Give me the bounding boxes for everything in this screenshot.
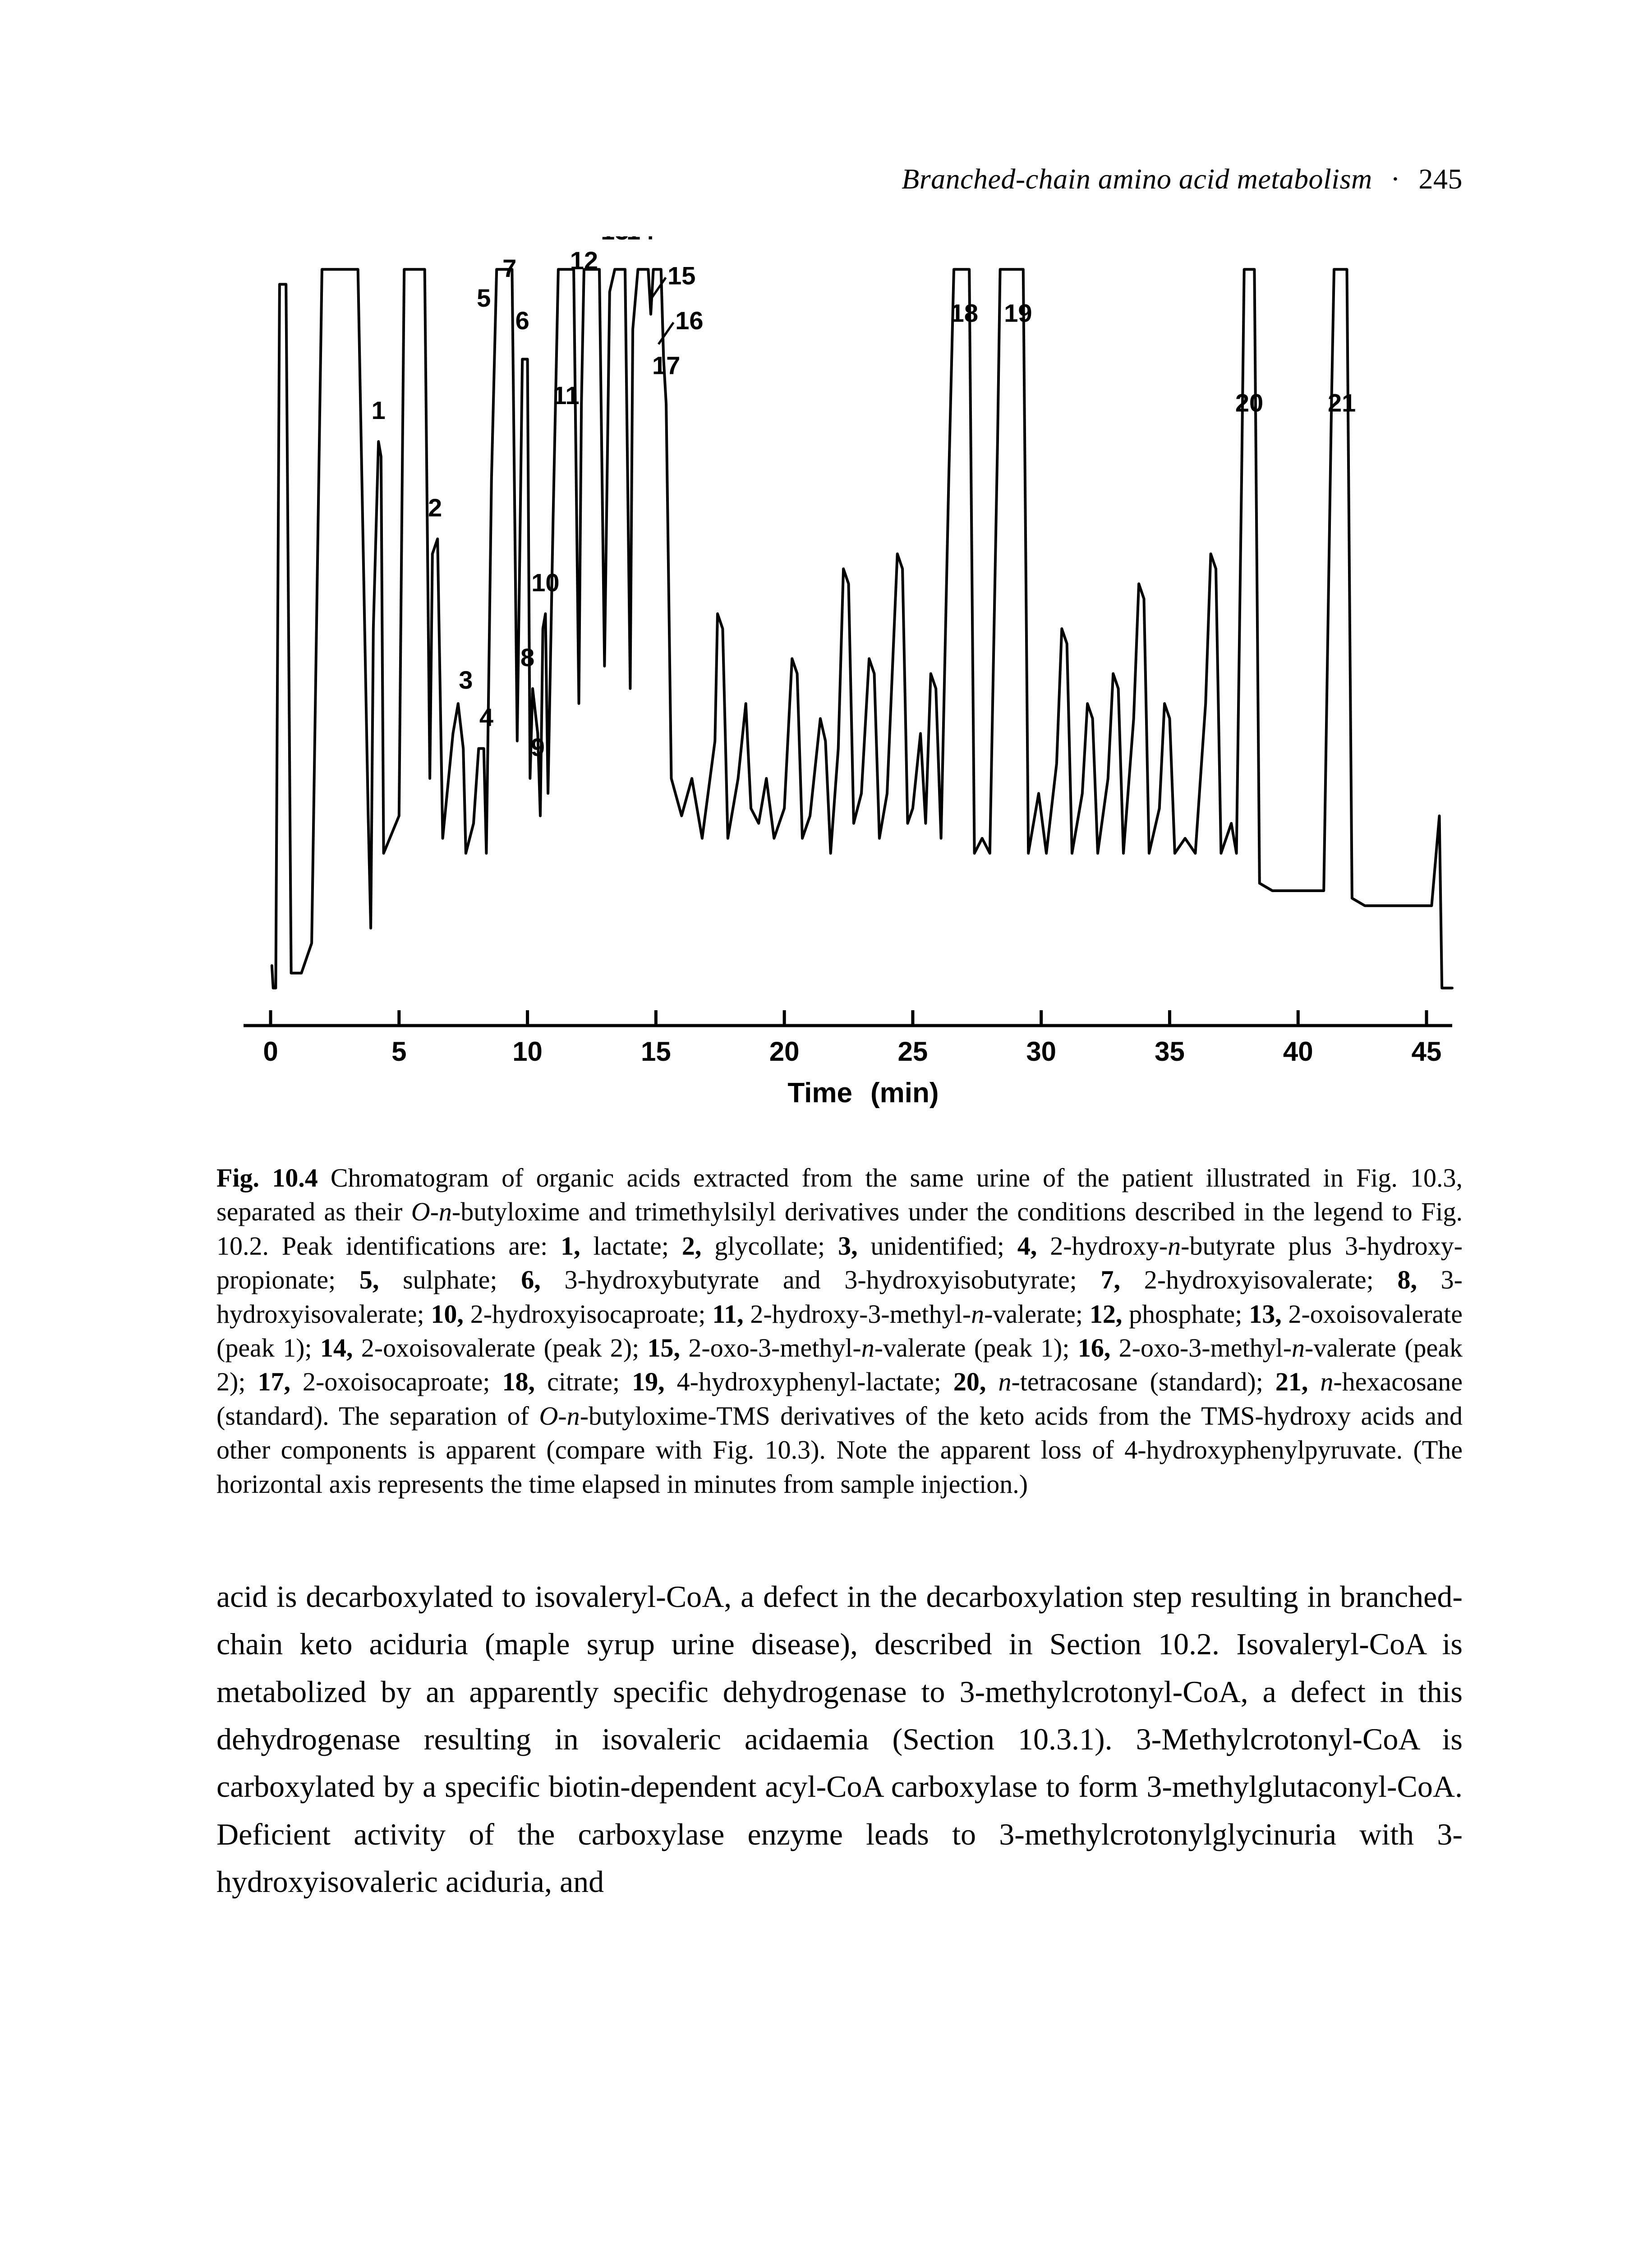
svg-text:19: 19 xyxy=(1004,299,1032,327)
svg-text:7: 7 xyxy=(502,254,516,282)
svg-text:18: 18 xyxy=(950,299,978,327)
header-title: Branched-chain amino acid metabolism xyxy=(902,163,1372,195)
svg-text:20: 20 xyxy=(769,1036,800,1067)
svg-text:0: 0 xyxy=(263,1036,278,1067)
svg-text:21: 21 xyxy=(1328,389,1356,417)
svg-text:Time: Time xyxy=(787,1077,852,1109)
figure-caption: Fig. 10.4 Chromatogram of organic acids … xyxy=(216,1161,1463,1501)
svg-text:5: 5 xyxy=(477,284,491,312)
svg-text:3: 3 xyxy=(459,666,473,694)
svg-text:4: 4 xyxy=(479,703,493,732)
svg-text:16: 16 xyxy=(675,306,703,335)
svg-text:1: 1 xyxy=(372,396,386,424)
svg-text:(min): (min) xyxy=(870,1077,939,1109)
svg-text:9: 9 xyxy=(531,733,545,761)
page: Branched-chain amino acid metabolism · 2… xyxy=(0,0,1652,2255)
svg-text:15: 15 xyxy=(667,261,695,290)
svg-text:12: 12 xyxy=(570,246,598,275)
svg-text:2: 2 xyxy=(428,493,442,522)
svg-text:40: 40 xyxy=(1283,1036,1313,1067)
svg-text:10: 10 xyxy=(512,1036,543,1067)
svg-text:35: 35 xyxy=(1155,1036,1185,1067)
svg-text:6: 6 xyxy=(515,306,529,335)
svg-text:15: 15 xyxy=(641,1036,671,1067)
svg-text:13: 13 xyxy=(601,236,629,245)
svg-text:5: 5 xyxy=(391,1036,406,1067)
svg-text:17: 17 xyxy=(652,351,680,380)
chromatogram-figure: 051015202530354045Time(min)1234567891011… xyxy=(207,236,1461,1129)
body-paragraph: acid is decarboxylated to isovaleryl-CoA… xyxy=(216,1573,1463,1906)
svg-text:20: 20 xyxy=(1235,389,1263,417)
svg-text:25: 25 xyxy=(898,1036,928,1067)
header-separator: · xyxy=(1390,163,1400,195)
running-header: Branched-chain amino acid metabolism · 2… xyxy=(216,162,1463,196)
svg-text:11: 11 xyxy=(552,381,579,410)
svg-text:10: 10 xyxy=(531,568,559,597)
svg-text:14: 14 xyxy=(626,236,654,245)
svg-text:45: 45 xyxy=(1412,1036,1442,1067)
header-page-number: 245 xyxy=(1419,163,1463,195)
svg-text:8: 8 xyxy=(520,643,534,672)
svg-text:30: 30 xyxy=(1026,1036,1056,1067)
